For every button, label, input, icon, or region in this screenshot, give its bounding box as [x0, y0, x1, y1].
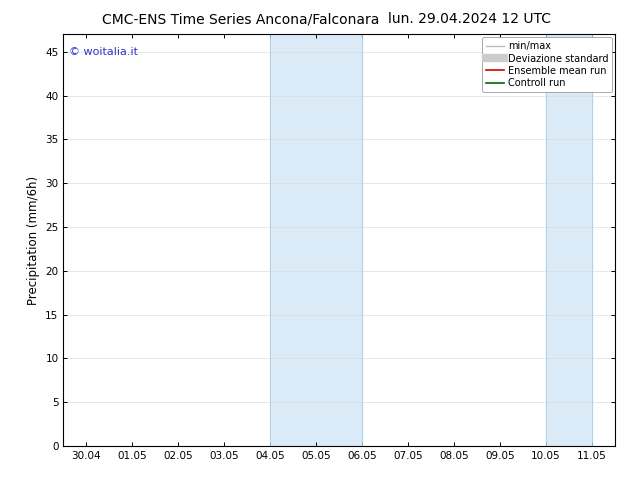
Text: CMC-ENS Time Series Ancona/Falconara: CMC-ENS Time Series Ancona/Falconara — [102, 12, 380, 26]
Text: © woitalia.it: © woitalia.it — [69, 47, 138, 57]
Legend: min/max, Deviazione standard, Ensemble mean run, Controll run: min/max, Deviazione standard, Ensemble m… — [482, 37, 612, 92]
Bar — [546, 34, 592, 446]
Y-axis label: Precipitation (mm/6h): Precipitation (mm/6h) — [27, 175, 40, 305]
Text: lun. 29.04.2024 12 UTC: lun. 29.04.2024 12 UTC — [387, 12, 551, 26]
Bar — [270, 34, 362, 446]
